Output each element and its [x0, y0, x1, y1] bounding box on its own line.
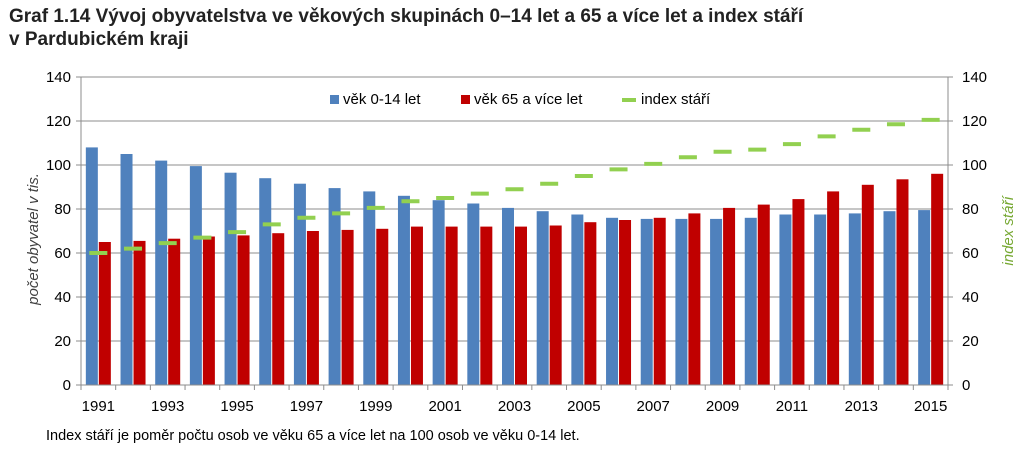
- bar-age-65-plus: [619, 220, 632, 385]
- bar-age-65-plus: [480, 226, 493, 385]
- bar-age-0-14: [155, 160, 168, 385]
- y-tick-label: 60: [54, 245, 71, 262]
- y-tick-label: 0: [63, 377, 71, 394]
- y-tick-label: 120: [46, 113, 71, 130]
- y2-tick-label: 120: [962, 113, 987, 130]
- legend-age-0-14-label: věk 0-14 let: [343, 91, 421, 108]
- x-tick-label: 2015: [914, 398, 947, 415]
- y-tick-label: 20: [54, 333, 71, 350]
- bar-age-65-plus: [827, 191, 840, 385]
- bar-age-0-14: [675, 218, 688, 385]
- bar-age-0-14: [710, 218, 723, 385]
- x-tick-label: 2001: [428, 398, 461, 415]
- bar-age-65-plus: [688, 213, 701, 385]
- y-tick-label: 100: [46, 157, 71, 174]
- chart-title-line-1: Graf 1.14 Vývoj obyvatelstva ve věkových…: [9, 6, 804, 27]
- bar-age-65-plus: [410, 226, 423, 385]
- x-tick-label: 1995: [220, 398, 253, 415]
- bar-age-65-plus: [549, 225, 562, 385]
- y2-tick-label: 0: [962, 377, 970, 394]
- bar-age-0-14: [189, 166, 202, 385]
- y-tick-label: 40: [54, 289, 71, 306]
- bar-age-65-plus: [653, 217, 666, 385]
- y2-tick-label: 40: [962, 289, 979, 306]
- x-tick-label: 2003: [498, 398, 531, 415]
- x-tick-label: 1999: [359, 398, 392, 415]
- bar-age-0-14: [120, 154, 133, 385]
- x-tick-label: 2009: [706, 398, 739, 415]
- bar-age-0-14: [883, 211, 896, 385]
- bar-age-0-14: [259, 178, 272, 385]
- y2-tick-label: 140: [962, 69, 987, 86]
- bar-age-65-plus: [896, 179, 909, 385]
- legend-age-65-plus-label: věk 65 a více let: [474, 91, 583, 108]
- legend-age-0-14-swatch: [330, 95, 339, 104]
- bar-age-65-plus: [237, 235, 250, 385]
- legend-index-stari-label: index stáří: [641, 91, 711, 108]
- bar-age-0-14: [502, 207, 514, 385]
- y2-tick-label: 80: [962, 201, 979, 218]
- bar-age-65-plus: [272, 233, 285, 385]
- bar-age-0-14: [606, 217, 619, 385]
- x-tick-label: 1991: [82, 398, 115, 415]
- bar-age-0-14: [85, 147, 98, 385]
- bar-age-65-plus: [376, 228, 389, 385]
- x-tick-label: 2007: [637, 398, 670, 415]
- chart-title: Graf 1.14 Vývoj obyvatelstva ve věkových…: [9, 5, 1009, 51]
- bar-age-65-plus: [341, 229, 354, 385]
- bar-age-0-14: [779, 214, 792, 385]
- bar-age-0-14: [363, 191, 376, 385]
- bar-age-0-14: [918, 210, 931, 385]
- y2-axis-title: index stáří: [1000, 195, 1017, 266]
- bar-age-65-plus: [133, 240, 146, 385]
- bar-age-0-14: [536, 211, 549, 385]
- bar-age-0-14: [814, 214, 827, 385]
- bar-age-65-plus: [584, 222, 597, 385]
- y-tick-label: 140: [46, 69, 71, 86]
- y2-tick-label: 20: [962, 333, 979, 350]
- bar-age-65-plus: [515, 226, 527, 385]
- x-tick-label: 1993: [151, 398, 184, 415]
- bar-age-65-plus: [306, 231, 319, 385]
- chart-footnote: Index stáří je poměr počtu osob ve věku …: [46, 428, 580, 444]
- bar-age-0-14: [744, 217, 757, 385]
- legend-age-65-plus-swatch: [461, 95, 470, 104]
- x-tick-label: 1997: [290, 398, 323, 415]
- chart-title-line-2: v Pardubickém kraji: [9, 29, 189, 50]
- y-tick-label: 80: [54, 201, 71, 218]
- bar-age-65-plus: [202, 236, 215, 385]
- bar-age-65-plus: [757, 204, 770, 385]
- x-tick-label: 2005: [567, 398, 600, 415]
- bar-age-0-14: [432, 200, 445, 385]
- bar-age-0-14: [848, 213, 861, 385]
- x-tick-label: 2011: [776, 398, 808, 415]
- bar-age-65-plus: [861, 184, 874, 385]
- bar-age-0-14: [293, 183, 306, 385]
- bar-age-0-14: [467, 203, 480, 385]
- y2-tick-label: 60: [962, 245, 979, 262]
- bar-age-65-plus: [445, 226, 458, 385]
- bar-age-65-plus: [98, 242, 111, 385]
- bar-age-65-plus: [931, 173, 944, 385]
- bar-age-65-plus: [723, 207, 736, 385]
- bar-age-65-plus: [168, 238, 181, 385]
- bar-age-65-plus: [792, 199, 805, 385]
- bar-age-0-14: [571, 214, 584, 385]
- bar-age-0-14: [640, 218, 653, 385]
- y-axis-title: počet obyvatel v tis.: [25, 173, 42, 306]
- bar-age-0-14: [328, 188, 341, 385]
- x-tick-label: 2013: [845, 398, 878, 415]
- bar-age-0-14: [224, 172, 237, 385]
- bar-age-0-14: [397, 195, 410, 385]
- y2-tick-label: 100: [962, 157, 987, 174]
